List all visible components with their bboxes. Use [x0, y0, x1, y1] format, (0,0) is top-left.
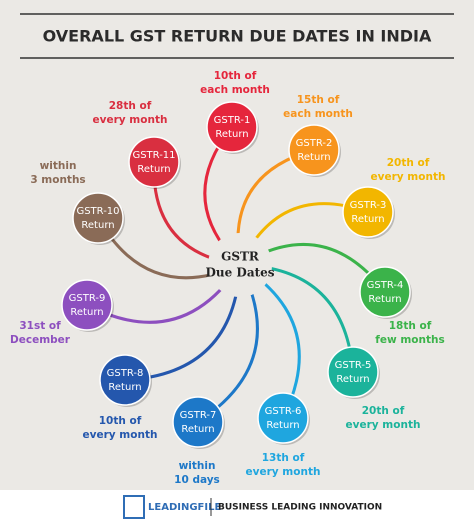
- due-text: each month: [283, 108, 353, 120]
- due-text: every month: [346, 419, 421, 431]
- node-circle: [288, 124, 340, 176]
- node-label: GSTR-6: [265, 406, 302, 417]
- node-label: Return: [215, 129, 248, 140]
- node-circle: [61, 279, 113, 331]
- due-text: within: [179, 460, 216, 472]
- due-text: 10 days: [174, 474, 220, 486]
- due-text: 15th of: [297, 94, 340, 106]
- node-circle: [327, 346, 379, 398]
- due-text: 13th of: [262, 452, 305, 464]
- due-text: every month: [246, 466, 321, 478]
- title: OVERALL GST RETURN DUE DATES IN INDIA: [43, 27, 432, 46]
- due-text: every month: [371, 171, 446, 183]
- due-text: 10th of: [99, 415, 142, 427]
- center-label: Due Dates: [205, 266, 274, 280]
- due-text: December: [10, 334, 71, 346]
- node-circle: [257, 392, 309, 444]
- due-text: each month: [200, 84, 270, 96]
- node-label: Return: [336, 374, 369, 385]
- node-label: Return: [181, 424, 214, 435]
- due-text: 10th of: [214, 70, 257, 82]
- node-circle: [72, 192, 124, 244]
- node-label: Return: [297, 152, 330, 163]
- logo-icon: [123, 495, 145, 519]
- node-circle: [172, 396, 224, 448]
- center-label: GSTR: [221, 250, 260, 264]
- node-label: GSTR-11: [132, 150, 175, 161]
- node-circle: [206, 101, 258, 153]
- due-text: every month: [83, 429, 158, 441]
- due-text: 20th of: [387, 157, 430, 169]
- footer-band: [0, 490, 474, 526]
- footer-brand: LEADINGFILE: [148, 502, 221, 513]
- node-label: Return: [368, 294, 401, 305]
- node-label: GSTR-8: [107, 368, 144, 379]
- node-circle: [359, 266, 411, 318]
- due-text: 20th of: [362, 405, 405, 417]
- node-label: GSTR-7: [180, 410, 217, 421]
- node-label: GSTR-10: [76, 206, 119, 217]
- due-text: every month: [93, 114, 168, 126]
- footer-tagline: BUSINESS LEADING INNOVATION: [218, 503, 382, 513]
- node-label: Return: [70, 307, 103, 318]
- due-text: 31st of: [19, 320, 61, 332]
- node-circle: [342, 186, 394, 238]
- due-text: 3 months: [30, 174, 85, 186]
- node-circle: [99, 354, 151, 406]
- due-text: 18th of: [389, 320, 432, 332]
- node-label: Return: [351, 214, 384, 225]
- node-label: GSTR-9: [69, 293, 106, 304]
- node-label: Return: [81, 220, 114, 231]
- due-text: 28th of: [109, 100, 152, 112]
- node-label: Return: [137, 164, 170, 175]
- node-label: GSTR-1: [214, 115, 251, 126]
- node-label: Return: [266, 420, 299, 431]
- node-label: GSTR-2: [296, 138, 333, 149]
- node-label: GSTR-4: [367, 280, 404, 291]
- node-circle: [128, 136, 180, 188]
- node-label: GSTR-5: [335, 360, 372, 371]
- due-text: within: [40, 160, 77, 172]
- center-hub: [208, 233, 272, 297]
- node-label: Return: [108, 382, 141, 393]
- due-text: few months: [375, 334, 444, 346]
- node-label: GSTR-3: [350, 200, 387, 211]
